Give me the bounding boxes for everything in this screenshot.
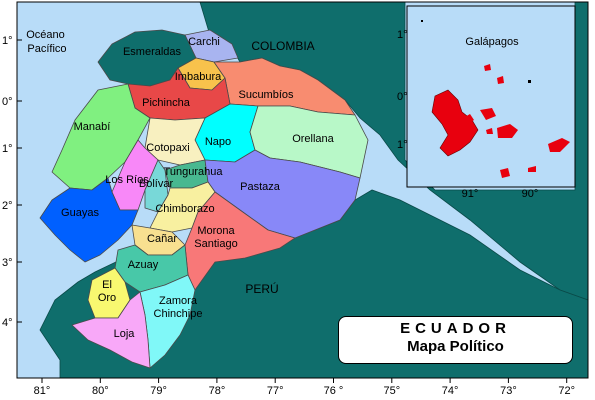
label-zamora-chinchipe: Zamora Chinchipe: [154, 295, 203, 320]
island-pinta: [497, 76, 504, 84]
label-imbabura: Imbabura: [175, 71, 222, 83]
label-pastaza: Pastaza: [240, 181, 281, 193]
inset-ytick-1: 1°: [397, 29, 408, 41]
label-napo: Napo: [205, 136, 231, 148]
label-azuay: Azuay: [128, 259, 159, 271]
island-santa-cruz: [497, 124, 518, 138]
island-darwin: [421, 20, 423, 22]
label-chimborazo: Chimborazo: [155, 203, 214, 215]
country-peru: PERÚ: [245, 281, 278, 296]
inset-ytick-3: 1°: [397, 139, 408, 151]
label-pichincha: Pichincha: [142, 97, 191, 109]
ocean-label-line-1: Océano: [26, 29, 65, 41]
y-tick-label: 4°: [2, 317, 13, 329]
label-cotopaxi: Cotopaxi: [146, 142, 189, 154]
province-loja: [71, 291, 151, 369]
y-axis-ticks: 1° 0° 1° 2° 3° 4°: [2, 35, 22, 329]
x-tick-label: 77°: [267, 385, 284, 397]
map-subtitle: Mapa Político: [407, 338, 504, 355]
province-guayas: [39, 177, 139, 263]
y-tick-label: 1°: [2, 35, 13, 47]
x-axis-ticks: 81° 80° 79° 78° 77° 76 ° 75° 74° 73° 72°: [34, 378, 575, 397]
label-tungurahua: Tungurahua: [164, 166, 224, 178]
label-el-oro: El Oro: [98, 279, 116, 304]
province-labels: Carchi Esmeraldas Imbabura Sucumbíos Pichinc…: [61, 36, 335, 340]
galapagos-inset: Galápagos 1° 0° 1° 91° 90°: [397, 5, 576, 200]
x-tick-label: 80°: [92, 385, 109, 397]
x-tick-label: 75°: [383, 385, 400, 397]
label-los-rios: Los Ríos: [105, 174, 149, 186]
label-canar: Cañar: [147, 233, 177, 245]
x-tick-label: 72°: [558, 385, 575, 397]
x-tick-label: 78°: [209, 385, 226, 397]
label-esmeraldas: Esmeraldas: [123, 46, 182, 58]
label-guayas: Guayas: [61, 207, 99, 219]
ocean-label-line-2: Pacífico: [27, 43, 66, 55]
inset-ytick-2: 0°: [397, 91, 408, 103]
label-manabi: Manabí: [74, 121, 111, 133]
island-san-cristobal: [548, 138, 570, 152]
provinces: [39, 29, 369, 369]
label-carchi: Carchi: [188, 36, 220, 48]
y-tick-label: 3°: [2, 257, 13, 269]
island-pinzon: [486, 128, 493, 134]
y-tick-label: 2°: [2, 200, 13, 212]
island-floreana: [500, 168, 510, 178]
island-espanola: [528, 166, 536, 172]
x-tick-label: 81°: [34, 385, 51, 397]
island-genovesa: [528, 80, 531, 83]
label-loja: Loja: [114, 328, 136, 340]
map-frame: [16, 1, 589, 379]
x-tick-label: 76 °: [324, 385, 344, 397]
island-isabela: [431, 89, 479, 157]
label-morona-santiago: Morona Santiago: [194, 225, 237, 250]
ocean-label: Océano Pacífico: [26, 29, 68, 55]
inset-xtick-1: 91°: [462, 188, 479, 200]
x-tick-label: 73°: [500, 385, 517, 397]
country-colombia: COLOMBIA: [251, 39, 314, 53]
y-tick-label: 0°: [2, 96, 13, 108]
inset-frame: [406, 5, 576, 188]
y-tick-label: 1°: [2, 143, 13, 155]
label-sucumbios: Sucumbíos: [238, 89, 294, 101]
x-tick-label: 74°: [442, 385, 459, 397]
inset-title: Galápagos: [465, 36, 519, 48]
island-fernandina: [463, 114, 474, 124]
title-box: ECUADOR Mapa Político: [338, 316, 573, 364]
island-santiago: [480, 108, 496, 120]
label-orellana: Orellana: [292, 133, 334, 145]
x-tick-label: 79°: [150, 385, 167, 397]
map-title: ECUADOR: [400, 320, 511, 337]
island-marchena: [484, 64, 491, 71]
inset-xtick-2: 90°: [522, 188, 539, 200]
label-bolivar: Bolívar: [139, 178, 174, 190]
